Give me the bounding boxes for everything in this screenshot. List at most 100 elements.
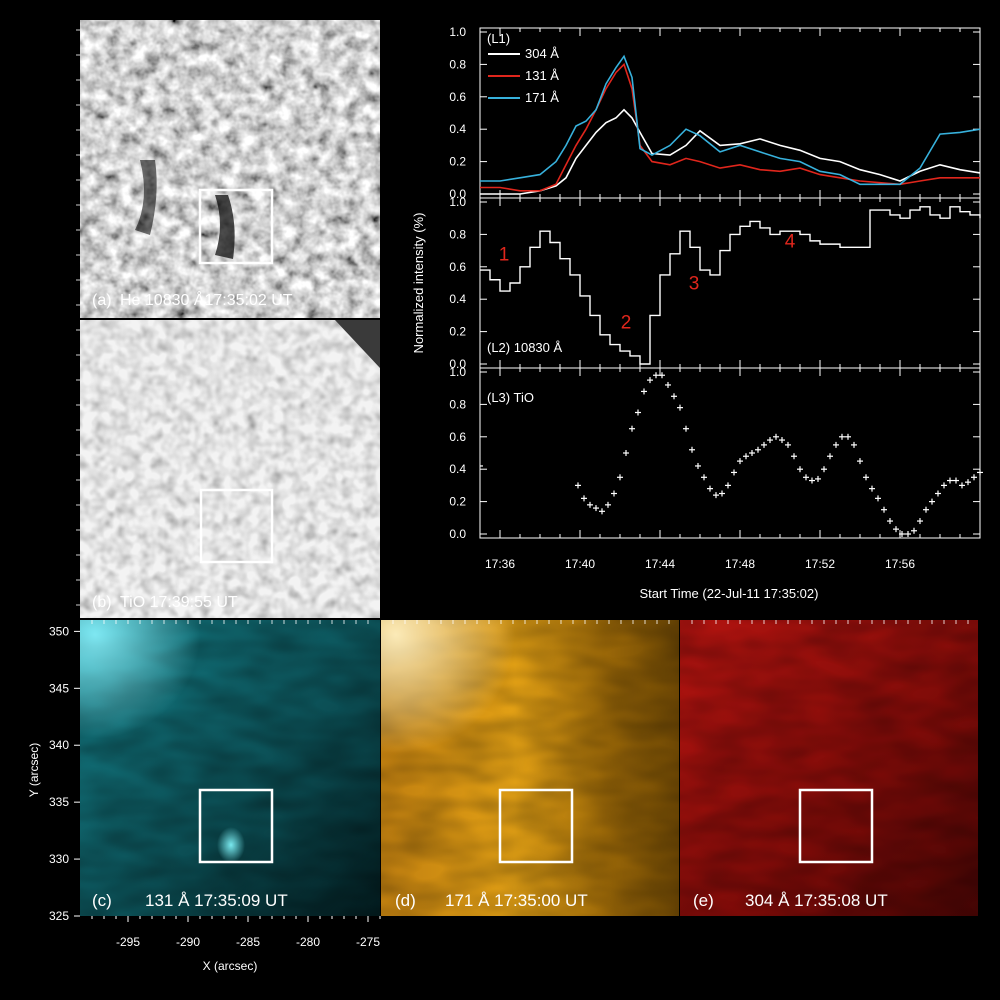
y-tick-label: 0.0: [449, 527, 466, 541]
l3-point: [869, 485, 875, 492]
y-tick-label: 0.0: [449, 357, 466, 371]
panel-d-label: 171 Å 17:35:00 UT: [445, 891, 588, 910]
l3-point: [893, 526, 899, 533]
time-tick-label: 17:36: [485, 557, 515, 571]
l3-point: [773, 433, 779, 440]
l3-point: [641, 388, 647, 395]
x-tick-label: -285: [236, 935, 260, 949]
l3-frame: [479, 367, 981, 539]
l3-point: [779, 437, 785, 444]
l3-point: [917, 518, 923, 525]
x-tick-label: -280: [296, 935, 320, 949]
l2-annotation: 2: [621, 312, 632, 333]
panel-b-roi-box: [199, 488, 274, 564]
light-curves: (L1) (L2) 10830 Å (L3) TiO Normalized in…: [411, 25, 983, 601]
l3-point: [737, 458, 743, 465]
l1-series-0: [480, 108, 981, 195]
y-tick-label: 0.2: [449, 325, 466, 339]
l3-point: [953, 477, 959, 484]
y-tick-label: 0.8: [449, 397, 466, 411]
panel-b-label: TiO 17:39:55 UT: [120, 594, 238, 611]
l3-point: [659, 372, 665, 379]
time-axis-label: Start Time (22-Jul-11 17:35:02): [640, 586, 819, 601]
l3-point: [971, 474, 977, 481]
y-tick-label: 330: [49, 852, 69, 866]
l3-point: [581, 495, 587, 502]
l3-point: [809, 477, 815, 484]
panel-c-roi-box: [198, 788, 274, 864]
panel-a-dark-filament: [135, 160, 157, 235]
panel-b-tio: (b) TiO 17:39:55 UT: [80, 320, 380, 618]
l3-point: [959, 482, 965, 489]
l3-point: [575, 482, 581, 489]
y-tick-label: 0.2: [449, 495, 466, 509]
l3-point: [881, 506, 887, 513]
l1-series-2: [480, 54, 981, 186]
panel-c-label: 131 Å 17:35:09 UT: [145, 891, 288, 910]
l3-point: [707, 485, 713, 492]
l3-point: [899, 531, 905, 537]
panel-e-letter: (e): [693, 891, 714, 910]
panel-b-granulation: [80, 320, 380, 618]
y-tick-label: 0.2: [449, 155, 466, 169]
l3-point: [713, 492, 719, 499]
l3-point: [863, 474, 869, 481]
l3-point: [977, 469, 983, 476]
panel-a-dark-feature: [215, 195, 235, 259]
y-tick-label: 325: [49, 909, 69, 923]
l3-point: [677, 404, 683, 411]
time-tick-label: 17:44: [645, 557, 675, 571]
l3-point: [965, 479, 971, 486]
l3-point: [701, 474, 707, 481]
l3-point: [785, 441, 791, 448]
l3-point: [605, 501, 611, 508]
time-tick-label: 17:40: [565, 557, 595, 571]
y-tick-label: 0.8: [449, 57, 466, 71]
l3-point: [683, 425, 689, 432]
y-axis-label: Y (arcsec): [27, 743, 41, 797]
l3-point: [587, 501, 593, 508]
panel-a-granulation: [80, 20, 380, 318]
panel-b-letter: (b): [92, 594, 112, 611]
panel-c-bright-point: [217, 827, 245, 863]
panel-c-letter: (c): [92, 891, 112, 910]
l3-point: [923, 506, 929, 513]
panel-a-letter: (a): [92, 292, 112, 309]
l3-point: [887, 518, 893, 525]
panel-e-label: 304 Å 17:35:08 UT: [745, 891, 888, 910]
panel-c-131: (c) 131 Å 17:35:09 UT: [80, 620, 380, 916]
l2-annotation: 3: [689, 273, 700, 294]
y-tick-label: 0.4: [449, 122, 466, 136]
l3-point: [851, 441, 857, 448]
l3-point: [911, 527, 917, 534]
l3-point: [611, 490, 617, 497]
l3-point: [617, 474, 623, 481]
x-tick-label: -295: [116, 935, 140, 949]
l3-point: [791, 453, 797, 460]
l3-point: [821, 466, 827, 473]
x-tick-label: -290: [176, 935, 200, 949]
l3-point: [599, 508, 605, 515]
panel-a-label: He 10830 Å17:35:02 UT: [120, 290, 293, 309]
l3-point: [845, 433, 851, 440]
l3-point: [803, 474, 809, 481]
l3-point: [671, 393, 677, 400]
l3-point: [695, 462, 701, 469]
panel-d-171: (d) 171 Å 17:35:00 UT: [381, 620, 679, 916]
l3-point: [905, 531, 911, 537]
l3-point: [635, 409, 641, 416]
x-tick-label: -275: [356, 935, 380, 949]
l2-annotation: 4: [785, 231, 796, 252]
l1-series-1: [480, 62, 980, 192]
y-tick-label: 1.0: [449, 195, 466, 209]
l3-point: [935, 490, 941, 497]
l3-point: [629, 425, 635, 432]
time-tick-label: 17:56: [885, 557, 915, 571]
y-tick-label: 0.8: [449, 227, 466, 241]
l3-point: [731, 469, 737, 476]
l2-annotation: 1: [499, 244, 510, 265]
panel-c-glow: [80, 620, 380, 916]
time-tick-label: 17:52: [805, 557, 835, 571]
l3-point: [941, 482, 947, 489]
